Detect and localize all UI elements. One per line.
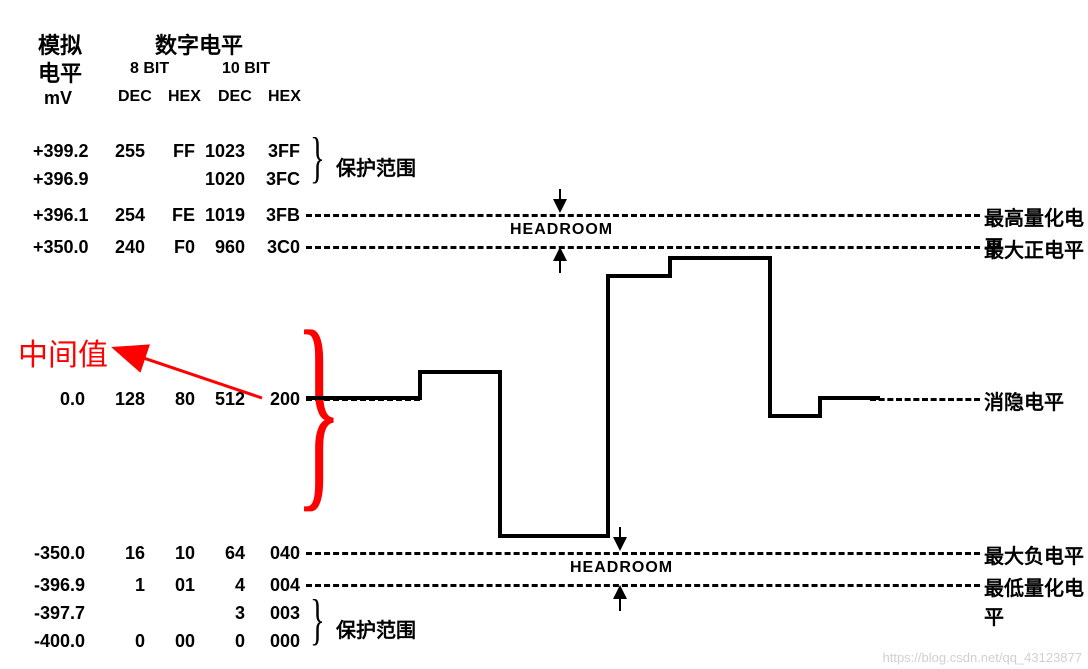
level-line [306,246,980,249]
cell-hex8: 01 [143,575,195,596]
hdr-8bit: 8 BIT [130,60,169,78]
cell-dec8: 0 [93,631,145,652]
cell-hex10: 3FF [248,141,300,162]
cell-dec8: 240 [93,237,145,258]
brace-label: 保护范围 [336,614,416,643]
cell-dec8: 128 [93,389,145,410]
cell-hex10: 040 [248,543,300,564]
middle-brace: } [295,258,343,558]
hdr-10bit: 10 BIT [222,60,270,78]
cell-hex10: 000 [248,631,300,652]
cell-dec8: 1 [93,575,145,596]
hdr-hex10: HEX [268,88,301,106]
brace-icon: } [310,130,325,186]
cell-hex8: 80 [143,389,195,410]
level-line [306,214,980,217]
cell-mv: -397.7 [33,603,85,624]
middle-arrow [0,0,1088,669]
cell-hex8: F0 [143,237,195,258]
cell-mv: +399.2 [33,141,85,162]
cell-mv: 0.0 [33,389,85,410]
cell-hex10: 3FB [248,205,300,226]
brace-icon: } [310,592,325,648]
level-line [306,584,980,587]
middle-label: 中间值 [18,330,108,374]
cell-dec10: 1020 [193,169,245,190]
arrow-up-icon [613,585,627,599]
cell-hex10: 3C0 [248,237,300,258]
cell-dec8: 255 [93,141,145,162]
cell-dec8: 254 [93,205,145,226]
cell-mv: +396.9 [33,169,85,190]
hdr-digital: 数字电平 [155,28,243,60]
arrow-down-icon [613,537,627,551]
cell-mv: +350.0 [33,237,85,258]
level-line [870,398,980,401]
cell-mv: -400.0 [33,631,85,652]
cell-hex10: 3FC [248,169,300,190]
right-label: 消隐电平 [984,386,1064,415]
hdr-mv: mV [44,88,72,109]
brace-label: 保护范围 [336,152,416,181]
right-label: 最大正电平 [984,234,1084,263]
cell-hex10: 004 [248,575,300,596]
arrow-down-icon [553,199,567,213]
waveform [0,0,1088,669]
cell-dec10: 3 [193,603,245,624]
cell-dec10: 1019 [193,205,245,226]
right-label: 最低量化电平 [984,572,1088,630]
cell-dec10: 960 [193,237,245,258]
cell-dec10: 0 [193,631,245,652]
level-line [306,552,980,555]
hdr-dec8: DEC [118,88,152,106]
cell-mv: -396.9 [33,575,85,596]
cell-dec10: 64 [193,543,245,564]
hdr-hex8: HEX [168,88,201,106]
cell-dec8: 16 [93,543,145,564]
headroom-label: HEADROOM [570,559,673,577]
cell-mv: +396.1 [33,205,85,226]
cell-hex10: 200 [248,389,300,410]
hdr-dec10: DEC [218,88,252,106]
cell-hex8: FE [143,205,195,226]
cell-dec10: 1023 [193,141,245,162]
arrow-up-icon [553,247,567,261]
cell-hex8: 00 [143,631,195,652]
right-label: 最大负电平 [984,540,1084,569]
cell-mv: -350.0 [33,543,85,564]
headroom-label: HEADROOM [510,221,613,239]
cell-hex10: 003 [248,603,300,624]
cell-dec10: 4 [193,575,245,596]
watermark: https://blog.csdn.net/qq_43123877 [883,650,1083,665]
hdr-analog-2: 电平 [38,56,82,88]
cell-hex8: 10 [143,543,195,564]
cell-hex8: FF [143,141,195,162]
cell-dec10: 512 [193,389,245,410]
